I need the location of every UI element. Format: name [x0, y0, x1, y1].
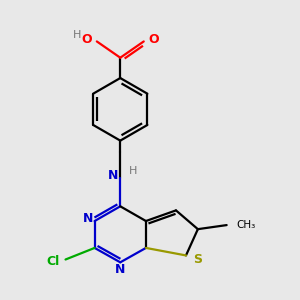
Text: H: H: [73, 30, 81, 40]
Text: N: N: [82, 212, 93, 225]
Text: S: S: [193, 253, 202, 266]
Text: H: H: [129, 166, 137, 176]
Text: Cl: Cl: [46, 255, 60, 268]
Text: CH₃: CH₃: [237, 220, 256, 230]
Text: O: O: [82, 33, 92, 46]
Text: N: N: [115, 263, 125, 276]
Text: N: N: [108, 169, 118, 182]
Text: O: O: [148, 33, 159, 46]
